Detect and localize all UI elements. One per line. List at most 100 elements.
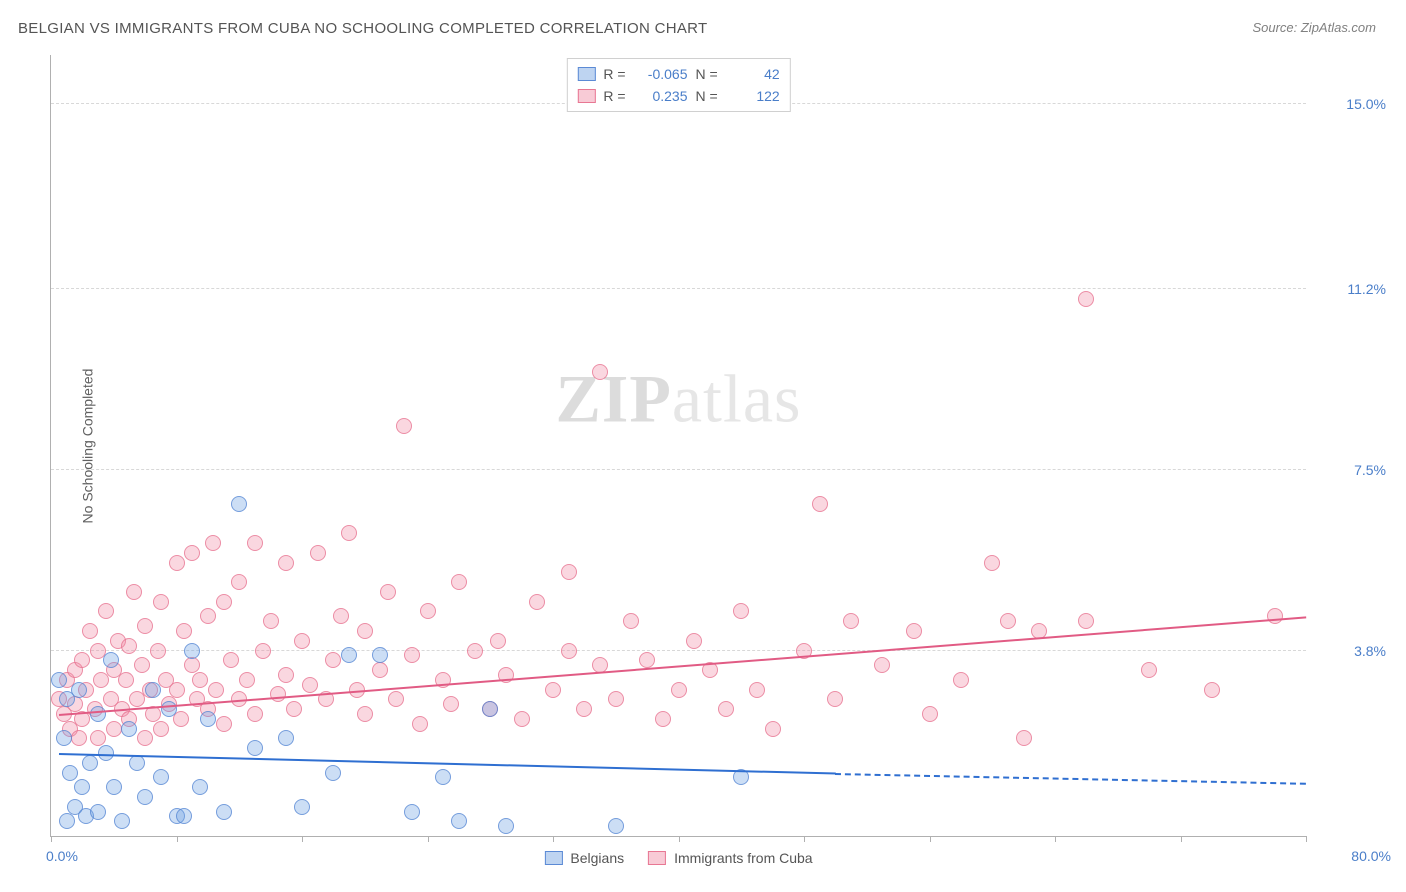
data-point xyxy=(341,647,357,663)
data-point xyxy=(623,613,639,629)
data-point xyxy=(498,818,514,834)
data-point xyxy=(216,716,232,732)
data-point xyxy=(153,769,169,785)
data-point xyxy=(733,603,749,619)
data-point xyxy=(173,711,189,727)
data-point xyxy=(906,623,922,639)
data-point xyxy=(216,804,232,820)
r-label: R = xyxy=(603,85,625,107)
data-point xyxy=(247,706,263,722)
gridline xyxy=(51,469,1306,470)
data-point xyxy=(121,721,137,737)
x-tick xyxy=(428,836,429,842)
data-point xyxy=(749,682,765,698)
data-point xyxy=(529,594,545,610)
r-value: 0.235 xyxy=(636,85,688,107)
data-point xyxy=(200,711,216,727)
data-point xyxy=(169,682,185,698)
data-point xyxy=(827,691,843,707)
n-value: 122 xyxy=(728,85,780,107)
data-point xyxy=(561,564,577,580)
data-point xyxy=(200,608,216,624)
x-tick xyxy=(1181,836,1182,842)
data-point xyxy=(223,652,239,668)
data-point xyxy=(953,672,969,688)
x-tick xyxy=(177,836,178,842)
data-point xyxy=(205,535,221,551)
data-point xyxy=(561,643,577,659)
data-point xyxy=(357,706,373,722)
data-point xyxy=(169,555,185,571)
x-tick xyxy=(51,836,52,842)
data-point xyxy=(103,652,119,668)
data-point xyxy=(765,721,781,737)
n-label: N = xyxy=(696,63,718,85)
data-point xyxy=(404,804,420,820)
data-point xyxy=(592,364,608,380)
x-max-label: 80.0% xyxy=(1351,848,1391,864)
data-point xyxy=(98,603,114,619)
data-point xyxy=(443,696,459,712)
data-point xyxy=(90,804,106,820)
data-point xyxy=(545,682,561,698)
data-point xyxy=(74,652,90,668)
data-point xyxy=(161,701,177,717)
data-point xyxy=(435,769,451,785)
data-point xyxy=(1078,291,1094,307)
data-point xyxy=(333,608,349,624)
data-point xyxy=(90,706,106,722)
data-point xyxy=(82,623,98,639)
data-point xyxy=(1267,608,1283,624)
data-point xyxy=(514,711,530,727)
data-point xyxy=(126,584,142,600)
x-tick xyxy=(302,836,303,842)
data-point xyxy=(372,662,388,678)
data-point xyxy=(62,765,78,781)
data-point xyxy=(286,701,302,717)
data-point xyxy=(718,701,734,717)
data-point xyxy=(294,633,310,649)
x-tick xyxy=(679,836,680,842)
x-origin-label: 0.0% xyxy=(46,848,78,864)
data-point xyxy=(1078,613,1094,629)
data-point xyxy=(1000,613,1016,629)
legend-label: Immigrants from Cuba xyxy=(674,850,812,866)
data-point xyxy=(310,545,326,561)
data-point xyxy=(118,672,134,688)
data-point xyxy=(270,686,286,702)
data-point xyxy=(302,677,318,693)
data-point xyxy=(192,779,208,795)
data-point xyxy=(231,574,247,590)
x-tick xyxy=(553,836,554,842)
data-point xyxy=(121,638,137,654)
data-point xyxy=(490,633,506,649)
watermark-bold: ZIP xyxy=(556,360,672,436)
data-point xyxy=(325,765,341,781)
gridline xyxy=(51,650,1306,651)
data-point xyxy=(325,652,341,668)
data-point xyxy=(341,525,357,541)
x-tick xyxy=(930,836,931,842)
data-point xyxy=(106,779,122,795)
data-point xyxy=(420,603,436,619)
data-point xyxy=(255,643,271,659)
data-point xyxy=(467,643,483,659)
y-tick-label: 3.8% xyxy=(1316,643,1386,659)
data-point xyxy=(137,789,153,805)
data-point xyxy=(184,657,200,673)
swatch-blue-icon xyxy=(544,851,562,865)
y-tick-label: 7.5% xyxy=(1316,462,1386,478)
data-point xyxy=(812,496,828,512)
data-point xyxy=(137,730,153,746)
data-point xyxy=(655,711,671,727)
data-point xyxy=(56,730,72,746)
watermark-light: atlas xyxy=(672,360,802,436)
swatch-blue-icon xyxy=(577,67,595,81)
data-point xyxy=(984,555,1000,571)
data-point xyxy=(74,779,90,795)
n-label: N = xyxy=(696,85,718,107)
stats-legend: R = -0.065 N = 42 R = 0.235 N = 122 xyxy=(566,58,790,112)
data-point xyxy=(639,652,655,668)
data-point xyxy=(482,701,498,717)
r-label: R = xyxy=(603,63,625,85)
